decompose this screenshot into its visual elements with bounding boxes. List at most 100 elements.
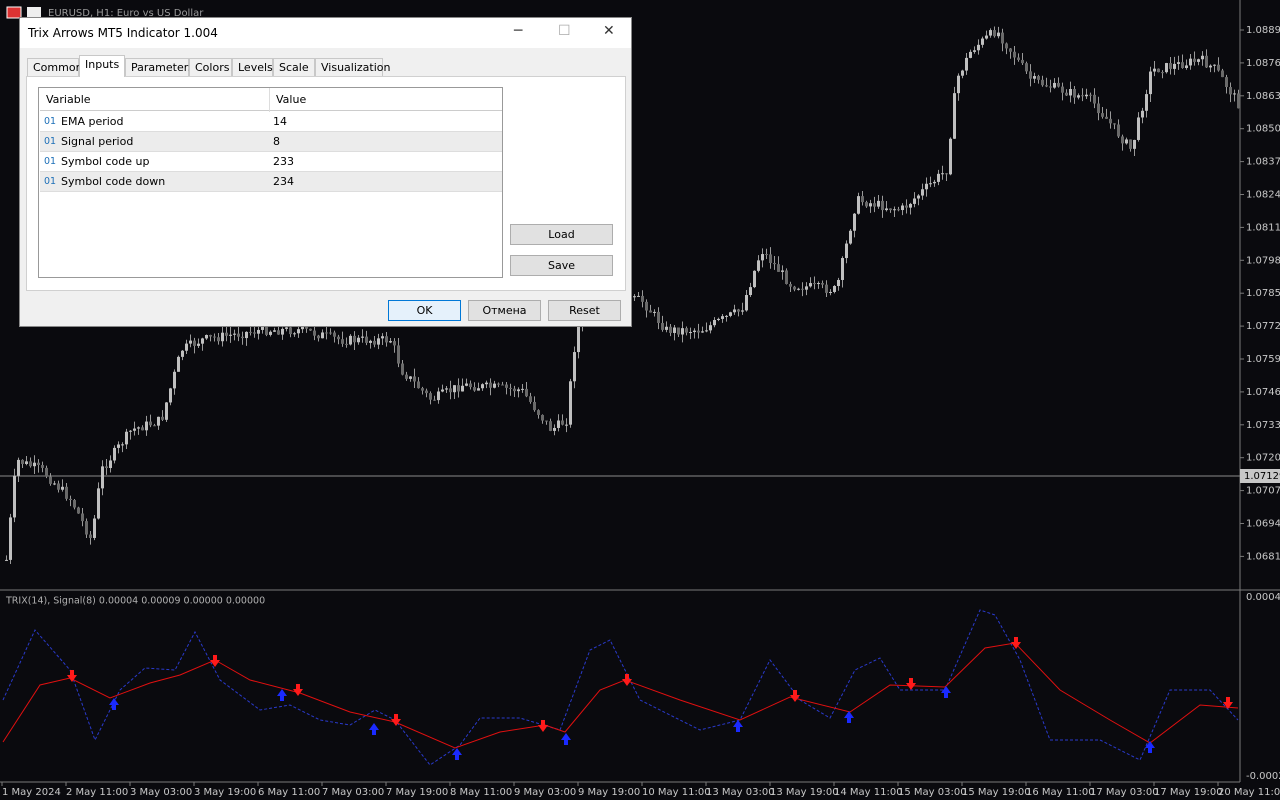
table-row[interactable]: 01 EMA period 14 (40, 112, 502, 132)
candle-body (489, 382, 492, 388)
dialog-button[interactable]: Reset (548, 300, 621, 321)
tab[interactable]: Inputs (79, 55, 125, 77)
price-label: 1.07850 (1246, 288, 1280, 299)
tab[interactable]: Common (27, 58, 83, 76)
candle-body (1181, 62, 1184, 68)
price-label: 1.08890 (1246, 25, 1280, 36)
candle-body (953, 93, 956, 139)
candle-body (561, 420, 564, 425)
row-icon: 01 (44, 156, 57, 167)
candle-body (717, 318, 720, 320)
table-row[interactable]: 01 Signal period 8 (40, 132, 502, 152)
candle-body (917, 195, 920, 199)
candle-body (57, 483, 60, 490)
side-button[interactable]: Load (510, 224, 613, 245)
candle-body (925, 183, 928, 190)
dialog-button[interactable]: Отмена (468, 300, 541, 321)
candle-body (233, 333, 236, 335)
candle-body (461, 385, 464, 392)
candle-body (817, 283, 820, 285)
candle-body (409, 376, 412, 379)
candle-body (185, 343, 188, 351)
candle-body (685, 328, 688, 333)
candle-body (1233, 93, 1236, 95)
tab[interactable]: Colors (189, 58, 232, 76)
candle-body (1053, 82, 1056, 88)
candle-body (549, 421, 552, 431)
candle-body (73, 500, 76, 508)
candle-body (985, 35, 988, 39)
candle-body (157, 416, 160, 426)
candle-body (181, 350, 184, 357)
close[interactable]: ✕ (603, 23, 615, 39)
price-label: 1.07980 (1246, 255, 1280, 266)
tab[interactable]: Levels (232, 58, 273, 76)
candle-body (405, 374, 408, 379)
candle-body (1101, 113, 1104, 117)
cell-variable: Symbol code down (61, 175, 166, 188)
arrow-down (293, 684, 303, 696)
candle-body (281, 328, 284, 335)
candle-body (1205, 55, 1208, 68)
candle-body (61, 486, 64, 490)
candle-body (1161, 72, 1164, 74)
tab[interactable]: Scale (273, 58, 315, 76)
candle-body (221, 332, 224, 342)
price-label: 1.07070 (1246, 486, 1280, 497)
candle-body (133, 428, 136, 431)
candle-body (209, 334, 212, 337)
candle-body (1009, 48, 1012, 52)
candle-body (69, 498, 72, 501)
candle-body (1033, 76, 1036, 79)
candle-body (665, 326, 668, 330)
column-header: Variable (46, 93, 91, 106)
candle-body (1113, 123, 1116, 125)
indicator-label: TRIX(14), Signal(8) 0.00004 0.00009 0.00… (5, 596, 265, 607)
candle-body (381, 336, 384, 339)
dialog-button[interactable]: OK (388, 300, 461, 321)
table-row[interactable]: 01 Symbol code down 234 (40, 172, 502, 192)
candle-body (1093, 94, 1096, 104)
candle-body (9, 517, 12, 560)
candle-body (97, 488, 100, 519)
candle-body (933, 181, 936, 184)
candle-body (977, 44, 980, 51)
window-icon (27, 7, 41, 18)
candle-body (21, 459, 24, 464)
candle-body (673, 327, 676, 333)
minimize[interactable]: ─ (514, 23, 523, 39)
arrow-up (277, 689, 287, 701)
side-button[interactable]: Save (510, 255, 613, 276)
tab[interactable]: Visualization (315, 58, 390, 76)
candle-body (321, 332, 324, 339)
candle-body (1209, 65, 1212, 68)
candle-body (533, 401, 536, 411)
candle-body (529, 396, 532, 402)
candle-body (749, 287, 752, 296)
candle-body (25, 461, 28, 464)
arrow-down (1011, 637, 1021, 649)
candle-body (113, 447, 116, 461)
candle-body (709, 325, 712, 331)
price-label: 1.07590 (1246, 354, 1280, 365)
candle-body (793, 286, 796, 290)
candle-body (877, 200, 880, 207)
candle-body (721, 316, 724, 319)
candle-body (297, 329, 300, 334)
candle-body (697, 330, 700, 333)
tab[interactable]: Parameters (125, 58, 194, 76)
candle-body (93, 518, 96, 538)
candle-body (521, 388, 524, 390)
time-label: 17 May 03:00 (1090, 787, 1159, 798)
time-label: 1 May 2024 (2, 787, 61, 798)
table-row[interactable]: 01 Symbol code up 233 (40, 152, 502, 172)
time-label: 3 May 03:00 (130, 787, 192, 798)
dialog-title: Trix Arrows MT5 Indicator 1.004 (28, 26, 218, 40)
price-label: 1.08630 (1246, 91, 1280, 102)
candle-body (1125, 139, 1128, 144)
row-icon: 01 (44, 176, 57, 187)
candle-body (1217, 64, 1220, 71)
candle-body (1037, 76, 1040, 80)
candle-body (1057, 82, 1060, 87)
